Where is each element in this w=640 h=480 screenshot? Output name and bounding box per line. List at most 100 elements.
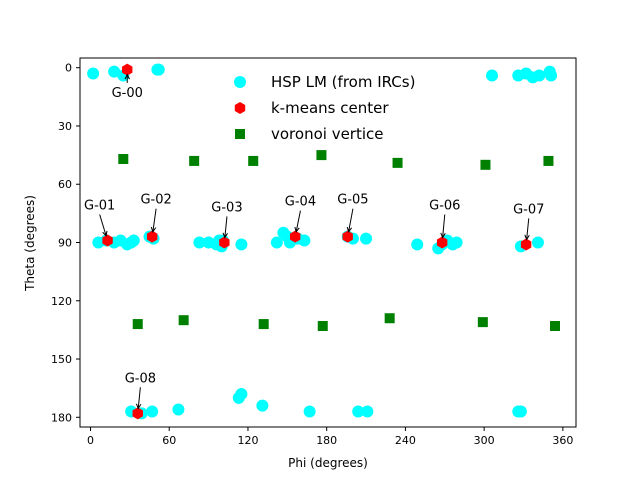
circle-point xyxy=(545,69,558,82)
circle-point xyxy=(352,405,365,418)
annotation-label: G-03 xyxy=(211,200,242,215)
annotation-label: G-07 xyxy=(513,202,544,217)
x-tick-label: 0 xyxy=(87,434,94,447)
legend-circle-marker xyxy=(234,76,246,88)
circle-point xyxy=(450,236,463,249)
axis-layer: 0 60 120 180 240 300 360 0 30 60 90 120 150 180 xyxy=(51,57,577,447)
square-point xyxy=(178,315,189,326)
annotation-arrowhead xyxy=(150,226,157,233)
annotation-arrowhead xyxy=(222,232,228,239)
annotation-layer: G-00 G-01 G-02 G-03 G-04 G-05 G-06 G-07 G-08 xyxy=(84,73,544,410)
x-tick-label: 300 xyxy=(474,434,495,447)
square-point xyxy=(477,317,488,328)
hexagon-point xyxy=(219,236,230,249)
annotation-g-08: G-08 xyxy=(125,371,156,410)
circle-point xyxy=(256,399,269,412)
hexagon-point xyxy=(342,230,353,243)
circle-point xyxy=(235,238,248,251)
annotation-label: G-08 xyxy=(125,371,156,386)
y-tick-label: 30 xyxy=(58,120,72,133)
square-point xyxy=(384,313,395,324)
annotation-arrow xyxy=(348,208,354,232)
annotation-label: G-06 xyxy=(429,198,460,213)
annotation-arrow xyxy=(152,208,157,232)
circle-point xyxy=(360,232,373,245)
annotation-g-02: G-02 xyxy=(140,193,172,233)
series-circle xyxy=(87,63,558,420)
plot-layer xyxy=(87,63,561,420)
annotation-label: G-01 xyxy=(84,198,115,213)
legend-label: HSP LM (from IRCs) xyxy=(271,73,415,91)
y-tick-label: 0 xyxy=(65,62,72,75)
series-hexagon xyxy=(102,63,532,420)
circle-point xyxy=(127,234,140,247)
annotation-arrowhead xyxy=(294,226,300,233)
annotation-g-03: G-03 xyxy=(211,200,243,239)
annotation-arrowhead xyxy=(135,403,142,410)
circle-point xyxy=(108,65,121,78)
hexagon-point xyxy=(520,238,532,251)
annotation-label: G-02 xyxy=(140,193,171,208)
annotation-label: G-04 xyxy=(285,195,316,210)
annotation-arrow xyxy=(99,214,107,236)
y-tick-label: 180 xyxy=(51,411,72,424)
circle-point xyxy=(531,236,544,249)
annotation-arrowhead xyxy=(102,230,108,237)
circle-point xyxy=(146,405,159,418)
hexagon-point xyxy=(290,230,301,243)
annotation-arrowhead xyxy=(124,73,130,80)
square-point xyxy=(392,157,403,168)
annotation-g-05: G-05 xyxy=(337,193,369,233)
legend-label: voronoi vertice xyxy=(271,125,384,143)
annotation-g-00: G-00 xyxy=(112,73,143,101)
annotation-arrowhead xyxy=(346,226,353,233)
annotation-arrow xyxy=(526,218,530,240)
circle-point xyxy=(361,405,374,418)
annotation-g-07: G-07 xyxy=(513,202,544,241)
square-point xyxy=(550,321,561,332)
annotation-arrow xyxy=(442,214,446,238)
square-point xyxy=(543,155,554,166)
circle-point xyxy=(172,403,185,416)
legend-label: k-means center xyxy=(271,99,389,117)
square-point xyxy=(248,155,259,166)
legend-entry: voronoi vertice xyxy=(235,125,384,143)
annotation-arrowhead xyxy=(524,234,530,241)
circle-point xyxy=(235,387,248,400)
circle-point xyxy=(411,238,424,251)
circle-point xyxy=(193,236,206,249)
annotation-arrow xyxy=(295,210,301,232)
square-point xyxy=(258,319,269,330)
x-tick-label: 120 xyxy=(237,434,258,447)
hexagon-point xyxy=(122,63,133,76)
legend-entry: k-means center xyxy=(234,99,389,117)
square-point xyxy=(480,159,491,170)
annotation-g-01: G-01 xyxy=(84,198,115,237)
circle-point xyxy=(152,63,165,76)
hexagon-point xyxy=(146,230,158,243)
annotation-label: G-05 xyxy=(337,193,368,208)
square-point xyxy=(317,321,328,332)
x-tick-label: 180 xyxy=(316,434,337,447)
circle-point xyxy=(533,69,546,82)
x-tick-label: 240 xyxy=(395,434,416,447)
legend: HSP LM (from IRCs) k-means center voronoi … xyxy=(234,73,415,143)
y-axis-label: Theta (degrees) xyxy=(23,195,37,292)
square-point xyxy=(118,153,129,164)
x-tick-label: 360 xyxy=(552,434,573,447)
legend-entry: HSP LM (from IRCs) xyxy=(234,73,415,91)
circle-point xyxy=(298,234,311,247)
y-tick-label: 90 xyxy=(58,237,72,250)
legend-hexagon-marker xyxy=(234,102,246,114)
annotation-g-06: G-06 xyxy=(429,198,460,239)
square-point xyxy=(316,150,327,161)
circle-point xyxy=(87,67,100,80)
square-point xyxy=(132,319,143,330)
circle-point xyxy=(303,405,316,418)
x-axis-label: Phi (degrees) xyxy=(288,456,368,470)
annotation-arrowhead xyxy=(440,232,446,239)
y-tick-label: 60 xyxy=(58,178,72,191)
annotation-arrow xyxy=(137,387,141,409)
annotation-g-04: G-04 xyxy=(285,195,316,233)
